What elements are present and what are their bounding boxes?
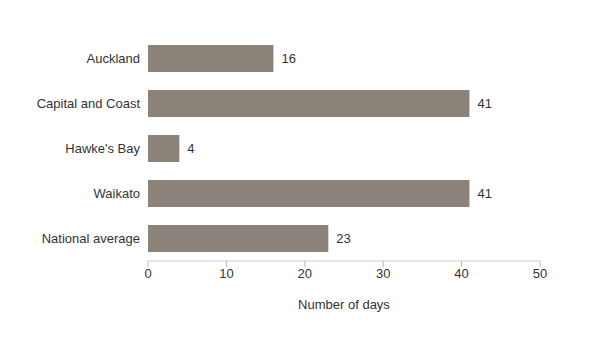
svg-text:41: 41 [477,96,491,111]
svg-text:50: 50 [533,266,547,281]
svg-text:41: 41 [477,186,491,201]
svg-text:30: 30 [376,266,390,281]
svg-text:10: 10 [219,266,233,281]
svg-text:National average: National average [42,231,140,246]
svg-text:0: 0 [144,266,151,281]
svg-text:40: 40 [454,266,468,281]
svg-text:23: 23 [336,231,350,246]
svg-text:Number of days: Number of days [298,297,390,312]
svg-text:20: 20 [298,266,312,281]
svg-text:Auckland: Auckland [87,51,140,66]
svg-text:Waikato: Waikato [94,186,140,201]
svg-text:Capital and Coast: Capital and Coast [37,96,141,111]
svg-text:4: 4 [187,141,194,156]
svg-text:Hawke's Bay: Hawke's Bay [65,141,140,156]
svg-text:16: 16 [281,51,295,66]
